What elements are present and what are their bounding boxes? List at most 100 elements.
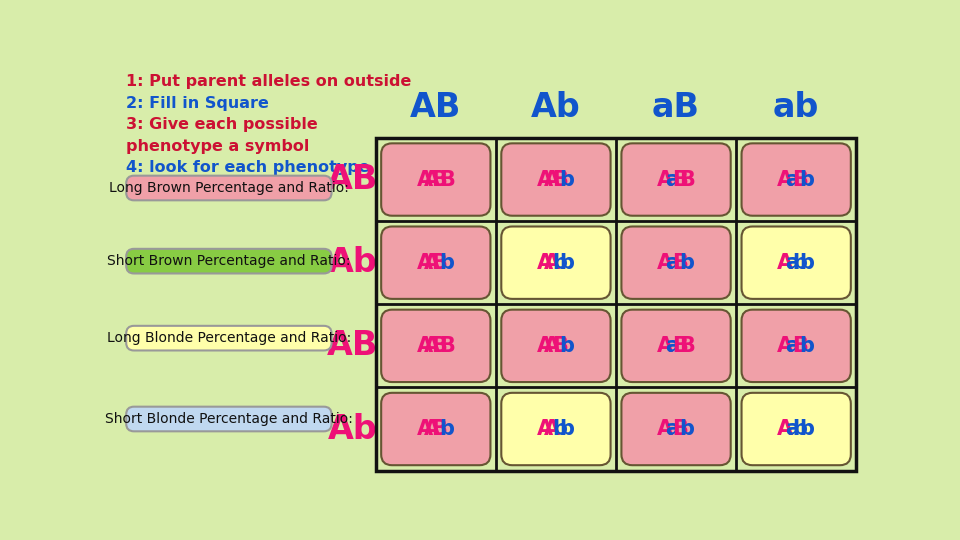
Text: aB: aB — [652, 91, 700, 124]
Text: AB: AB — [326, 163, 378, 196]
Text: AB: AB — [326, 329, 378, 362]
Text: B: B — [792, 336, 807, 356]
Text: B: B — [672, 253, 687, 273]
Text: a: a — [785, 253, 800, 273]
FancyBboxPatch shape — [501, 393, 611, 465]
Text: A: A — [417, 253, 433, 273]
Text: B: B — [672, 170, 687, 190]
Text: B: B — [432, 336, 447, 356]
Text: A: A — [417, 419, 433, 439]
Text: a: a — [785, 419, 800, 439]
Text: AB: AB — [410, 91, 462, 124]
Text: b: b — [792, 419, 807, 439]
Text: b: b — [680, 253, 695, 273]
Text: B: B — [439, 170, 455, 190]
FancyBboxPatch shape — [381, 309, 491, 382]
Text: B: B — [552, 336, 567, 356]
Text: 2: Fill in Square: 2: Fill in Square — [126, 96, 269, 111]
FancyBboxPatch shape — [126, 249, 331, 273]
FancyBboxPatch shape — [621, 309, 731, 382]
Text: b: b — [680, 419, 695, 439]
Text: A: A — [657, 170, 673, 190]
Text: Short Brown Percentage and Ratio:: Short Brown Percentage and Ratio: — [108, 254, 350, 268]
Text: B: B — [672, 419, 687, 439]
Text: b: b — [560, 170, 574, 190]
Text: Ab: Ab — [327, 413, 377, 446]
Text: b: b — [792, 253, 807, 273]
Text: B: B — [432, 170, 447, 190]
Text: B: B — [432, 253, 447, 273]
Text: a: a — [665, 253, 680, 273]
Text: A: A — [777, 170, 793, 190]
Text: b: b — [800, 419, 815, 439]
Text: A: A — [424, 170, 441, 190]
Text: B: B — [679, 170, 695, 190]
Text: Ab: Ab — [531, 91, 581, 124]
FancyBboxPatch shape — [621, 143, 731, 215]
Text: ab: ab — [773, 91, 820, 124]
Text: A: A — [544, 336, 561, 356]
Text: Ab: Ab — [327, 246, 377, 279]
Text: b: b — [800, 336, 815, 356]
Text: b: b — [800, 170, 815, 190]
FancyBboxPatch shape — [741, 226, 851, 299]
Text: A: A — [537, 336, 553, 356]
FancyBboxPatch shape — [381, 226, 491, 299]
Text: A: A — [417, 170, 433, 190]
Text: a: a — [665, 419, 680, 439]
Text: b: b — [552, 419, 567, 439]
Text: Long Brown Percentage and Ratio:: Long Brown Percentage and Ratio: — [108, 181, 348, 195]
Text: a: a — [665, 336, 680, 356]
Text: A: A — [777, 419, 793, 439]
Text: a: a — [785, 336, 800, 356]
Text: a: a — [785, 170, 800, 190]
Text: b: b — [560, 253, 574, 273]
FancyBboxPatch shape — [126, 176, 331, 200]
FancyBboxPatch shape — [621, 226, 731, 299]
Text: A: A — [424, 253, 441, 273]
Text: 3: Give each possible: 3: Give each possible — [126, 117, 318, 132]
FancyBboxPatch shape — [501, 143, 611, 215]
FancyBboxPatch shape — [501, 309, 611, 382]
Text: A: A — [657, 253, 673, 273]
Text: A: A — [777, 336, 793, 356]
FancyBboxPatch shape — [381, 393, 491, 465]
FancyBboxPatch shape — [381, 143, 491, 215]
Text: B: B — [792, 170, 807, 190]
Text: 4: look for each phenotype: 4: look for each phenotype — [126, 160, 370, 176]
Text: A: A — [544, 170, 561, 190]
FancyBboxPatch shape — [621, 393, 731, 465]
Text: B: B — [432, 419, 447, 439]
Text: A: A — [424, 419, 441, 439]
Text: A: A — [417, 336, 433, 356]
Text: Short Blonde Percentage and Ratio:: Short Blonde Percentage and Ratio: — [105, 412, 353, 426]
FancyBboxPatch shape — [126, 407, 331, 431]
FancyBboxPatch shape — [501, 226, 611, 299]
Text: phenotype a symbol: phenotype a symbol — [126, 139, 309, 154]
FancyBboxPatch shape — [741, 309, 851, 382]
Text: b: b — [440, 419, 454, 439]
Text: B: B — [439, 336, 455, 356]
FancyBboxPatch shape — [741, 393, 851, 465]
Text: A: A — [537, 419, 553, 439]
Text: a: a — [665, 170, 680, 190]
Text: A: A — [544, 253, 561, 273]
Text: A: A — [544, 419, 561, 439]
Text: A: A — [657, 336, 673, 356]
Text: B: B — [679, 336, 695, 356]
Text: b: b — [560, 419, 574, 439]
Text: Long Blonde Percentage and Ratio:: Long Blonde Percentage and Ratio: — [107, 331, 351, 345]
FancyBboxPatch shape — [741, 143, 851, 215]
Text: A: A — [537, 170, 553, 190]
Text: B: B — [552, 170, 567, 190]
Text: 1: Put parent alleles on outside: 1: Put parent alleles on outside — [126, 74, 412, 89]
Text: B: B — [672, 336, 687, 356]
Text: A: A — [777, 253, 793, 273]
Text: b: b — [560, 336, 574, 356]
Text: A: A — [424, 336, 441, 356]
Text: A: A — [537, 253, 553, 273]
Text: b: b — [552, 253, 567, 273]
Text: b: b — [800, 253, 815, 273]
Text: b: b — [440, 253, 454, 273]
FancyBboxPatch shape — [126, 326, 331, 350]
